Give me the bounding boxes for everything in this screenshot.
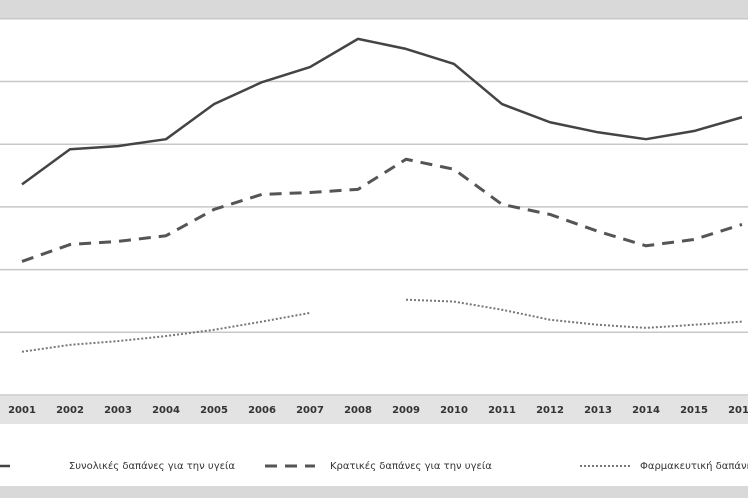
x-tick-label: 2013: [584, 405, 612, 416]
bottom-band: [0, 486, 748, 498]
x-tick-label: 2001: [8, 405, 36, 416]
series-line: [21, 298, 743, 353]
x-tick-label: 2010: [440, 405, 468, 416]
series-line: [21, 157, 743, 263]
x-tick-label: 2006: [248, 405, 276, 416]
x-tick-label: 2014: [632, 405, 660, 416]
x-tick-label: 2002: [56, 405, 84, 416]
x-tick-label: 2015: [680, 405, 708, 416]
legend-label: Κρατικές δαπάνες για την υγεία: [330, 460, 492, 472]
x-tick-label: 2012: [536, 405, 564, 416]
legend-label: Συνολικές δαπάνες για την υγεία: [69, 460, 236, 472]
x-tick-label: 2016: [728, 405, 748, 416]
x-tick-label: 2003: [104, 405, 132, 416]
legend-label: Φαρμακευτική δαπάνη: [640, 460, 748, 472]
x-tick-label: 2004: [152, 405, 180, 416]
top-band: [0, 0, 748, 18]
x-tick-label: 2009: [392, 405, 420, 416]
x-tick-label: 2011: [488, 405, 516, 416]
x-axis-band: [0, 396, 748, 424]
x-tick-label: 2005: [200, 405, 228, 416]
x-tick-label: 2007: [296, 405, 324, 416]
series-line: [21, 37, 743, 186]
x-tick-label: 2008: [344, 405, 372, 416]
